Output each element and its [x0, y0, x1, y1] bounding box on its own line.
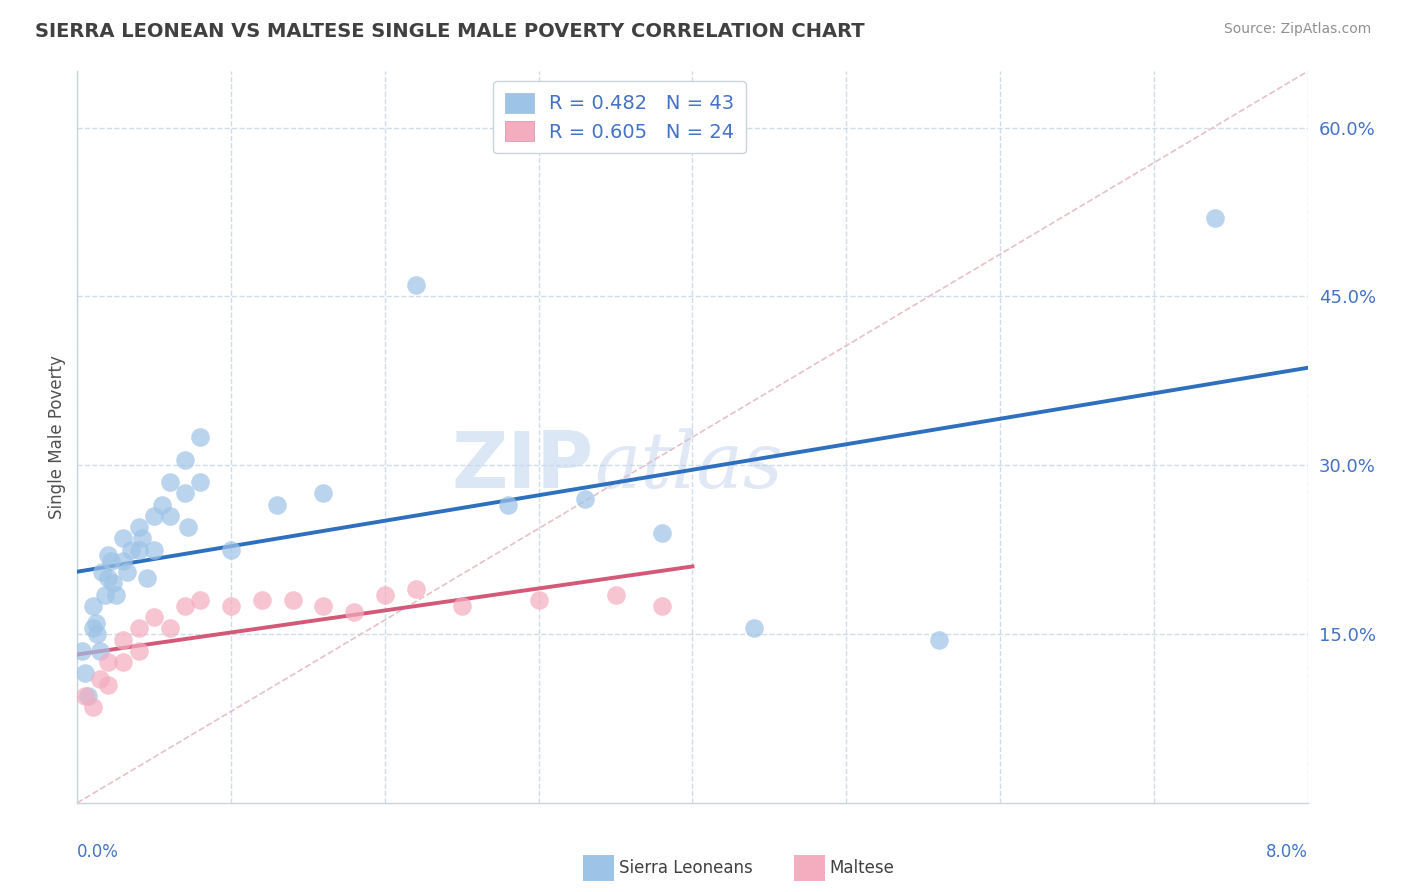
Point — [188, 475, 212, 489]
Point — [188, 593, 212, 607]
Point — [450, 599, 472, 613]
Point — [77, 689, 100, 703]
Point — [82, 621, 104, 635]
Point — [89, 672, 111, 686]
Point — [128, 621, 150, 635]
Point — [742, 621, 765, 635]
Point — [128, 644, 150, 658]
Point — [94, 588, 117, 602]
Point — [104, 588, 127, 602]
Point — [343, 605, 366, 619]
Point — [159, 475, 181, 489]
Point — [82, 599, 104, 613]
Point — [219, 542, 242, 557]
Point — [120, 542, 142, 557]
Point — [112, 554, 135, 568]
Point — [143, 610, 166, 624]
Point — [174, 486, 197, 500]
Point — [651, 525, 673, 540]
Point — [128, 520, 150, 534]
Point — [159, 508, 181, 523]
Point — [174, 599, 197, 613]
Point — [250, 593, 273, 607]
Point — [143, 542, 166, 557]
Y-axis label: Single Male Poverty: Single Male Poverty — [48, 355, 66, 519]
Point — [100, 554, 122, 568]
Point — [219, 599, 242, 613]
Text: 0.0%: 0.0% — [77, 843, 120, 861]
Point — [312, 599, 335, 613]
Point — [86, 627, 108, 641]
Point — [97, 655, 120, 669]
Point — [405, 278, 427, 293]
Point — [143, 508, 166, 523]
Text: Sierra Leoneans: Sierra Leoneans — [619, 859, 752, 877]
Point — [97, 548, 120, 562]
Point — [84, 615, 107, 630]
Point — [174, 452, 197, 467]
Text: SIERRA LEONEAN VS MALTESE SINGLE MALE POVERTY CORRELATION CHART: SIERRA LEONEAN VS MALTESE SINGLE MALE PO… — [35, 22, 865, 41]
Point — [97, 678, 120, 692]
Point — [101, 576, 124, 591]
Point — [188, 430, 212, 444]
Point — [312, 486, 335, 500]
Point — [574, 491, 596, 506]
Point — [70, 644, 93, 658]
Text: ZIP: ZIP — [451, 428, 595, 504]
Point — [496, 498, 519, 512]
Point — [73, 666, 96, 681]
Point — [135, 571, 157, 585]
Point — [605, 588, 627, 602]
Point — [177, 520, 200, 534]
Point — [128, 542, 150, 557]
Text: 8.0%: 8.0% — [1265, 843, 1308, 861]
Point — [90, 565, 114, 579]
Point — [928, 632, 950, 647]
Point — [266, 498, 288, 512]
Point — [89, 644, 111, 658]
Point — [73, 689, 96, 703]
Point — [82, 700, 104, 714]
Text: Maltese: Maltese — [830, 859, 894, 877]
Point — [97, 571, 120, 585]
Point — [112, 655, 135, 669]
Text: atlas: atlas — [595, 428, 783, 505]
Point — [1204, 211, 1226, 225]
Point — [159, 621, 181, 635]
Legend: R = 0.482   N = 43, R = 0.605   N = 24: R = 0.482 N = 43, R = 0.605 N = 24 — [494, 81, 747, 153]
Point — [281, 593, 304, 607]
Point — [405, 582, 427, 596]
Point — [150, 498, 173, 512]
Point — [131, 532, 153, 546]
Point — [112, 632, 135, 647]
Point — [651, 599, 673, 613]
Point — [374, 588, 396, 602]
Point — [527, 593, 550, 607]
Point — [115, 565, 138, 579]
Text: Source: ZipAtlas.com: Source: ZipAtlas.com — [1223, 22, 1371, 37]
Point — [112, 532, 135, 546]
